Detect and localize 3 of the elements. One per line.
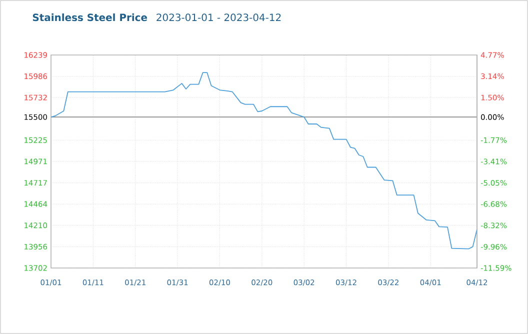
chart-title: Stainless Steel Price: [32, 13, 148, 22]
line-series: [51, 72, 478, 250]
chart-subtitle: 2023-01-01 - 2023-04-12: [156, 14, 281, 22]
